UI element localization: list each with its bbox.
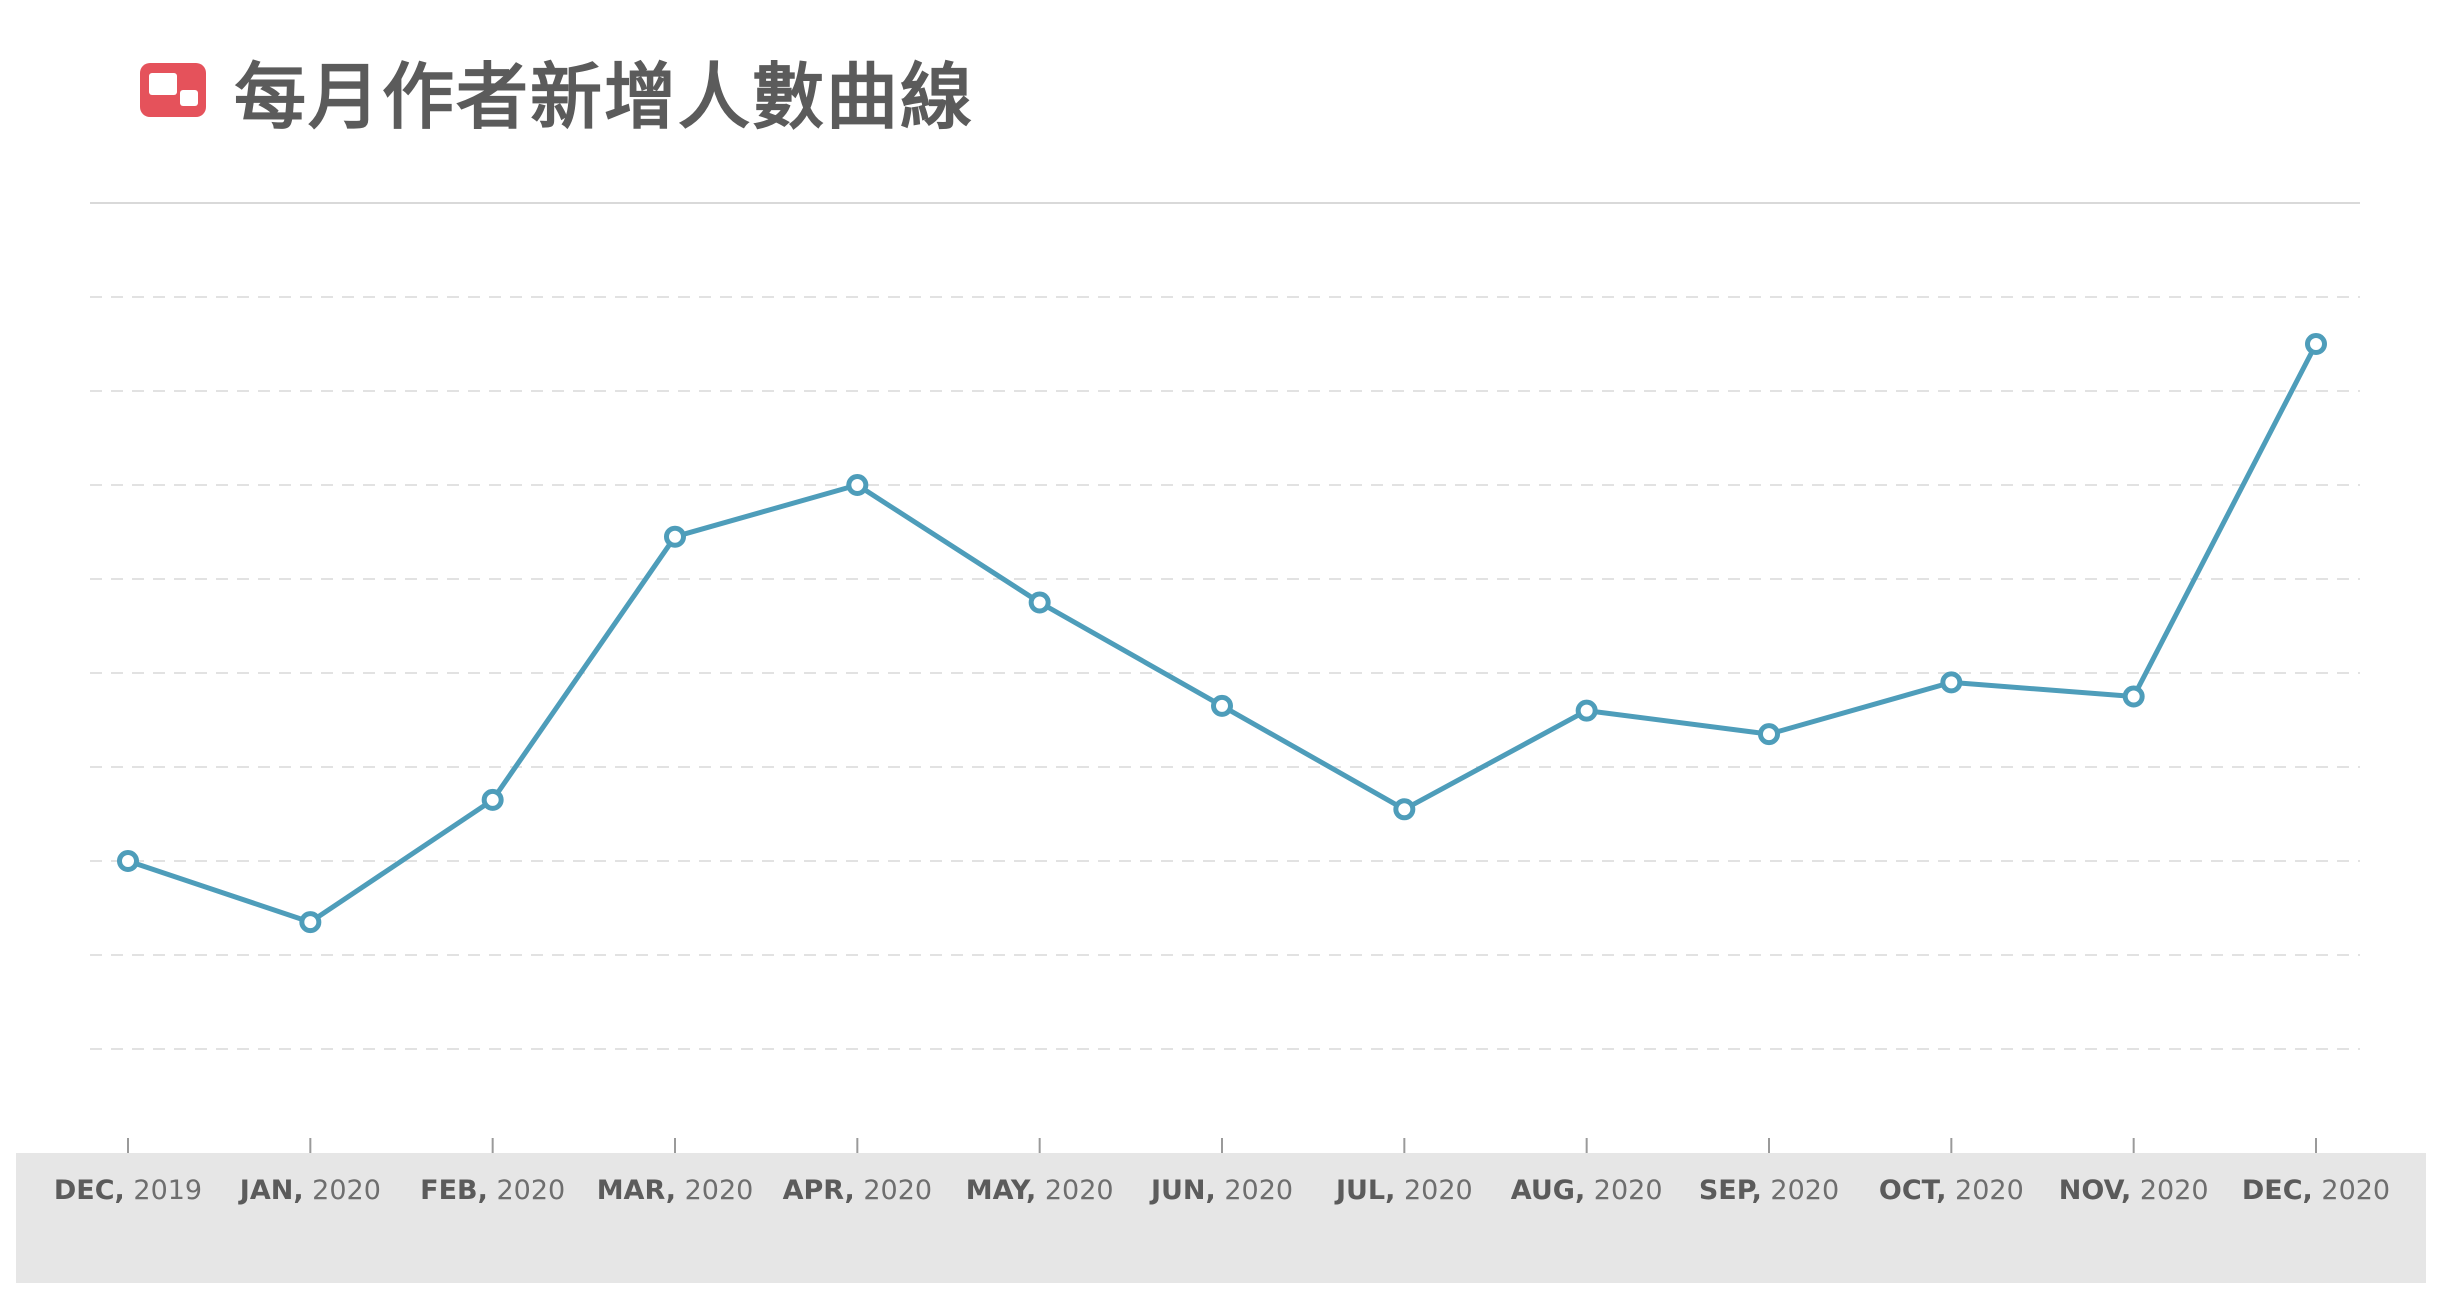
x-tick-year: 2020 xyxy=(1585,1175,1662,1206)
data-point xyxy=(2305,333,2327,355)
x-axis-ticks xyxy=(127,1138,2317,1153)
x-tick-year: 2020 xyxy=(855,1175,932,1206)
x-tick-year: 2020 xyxy=(1395,1175,1472,1206)
data-point xyxy=(664,525,686,548)
x-tick-month: NOV, xyxy=(2059,1175,2132,1206)
x-tick-month: FEB, xyxy=(420,1175,488,1206)
chart-header: 每月作者新增人數曲線 xyxy=(140,42,974,139)
x-tick-year: 2020 xyxy=(2313,1175,2390,1206)
chart-window-icon xyxy=(140,63,206,117)
x-tick-label: MAR, 2020 xyxy=(597,1175,754,1206)
series-line xyxy=(125,341,2319,925)
x-tick-label: DEC, 2019 xyxy=(54,1175,202,1206)
x-tick-year: 2020 xyxy=(1946,1175,2023,1206)
data-point xyxy=(2122,685,2145,708)
x-tick-month: SEP, xyxy=(1699,1175,1762,1206)
data-point xyxy=(299,911,322,934)
x-tick-month: APR, xyxy=(783,1175,855,1206)
data-point xyxy=(1028,591,1051,614)
x-tick-month: DEC, xyxy=(2242,1175,2313,1206)
x-tick-month: JAN, xyxy=(238,1175,304,1206)
x-tick-label: AUG, 2020 xyxy=(1511,1175,1663,1206)
x-tick-year: 2020 xyxy=(2131,1175,2208,1206)
x-tick-month: OCT, xyxy=(1879,1175,1947,1206)
x-tick-month: AUG, xyxy=(1511,1175,1585,1206)
x-tick-month: MAR, xyxy=(597,1175,676,1206)
data-point xyxy=(1575,699,1598,722)
x-tick-month: MAY, xyxy=(966,1175,1037,1206)
x-tick-label: MAY, 2020 xyxy=(966,1175,1114,1206)
x-tick-month: JUL, xyxy=(1334,1175,1395,1206)
x-tick-label: DEC, 2020 xyxy=(2242,1175,2390,1206)
x-tick-label: FEB, 2020 xyxy=(420,1175,565,1206)
x-axis-labels: DEC, 2019 JAN, 2020 FEB, 2020 MAR, 2020 APR,… xyxy=(54,1175,2390,1206)
x-tick-year: 2020 xyxy=(1216,1175,1293,1206)
x-tick-label: NOV, 2020 xyxy=(2059,1175,2209,1206)
x-axis-band xyxy=(16,1153,2426,1283)
x-tick-year: 2020 xyxy=(304,1175,381,1206)
x-tick-month: JUN, xyxy=(1149,1175,1216,1206)
x-tick-year: 2020 xyxy=(1036,1175,1113,1206)
x-tick-label: JUN, 2020 xyxy=(1149,1175,1293,1206)
x-tick-label: JUL, 2020 xyxy=(1334,1175,1473,1206)
data-points xyxy=(117,333,2327,934)
x-tick-label: JAN, 2020 xyxy=(238,1175,381,1206)
grid-lines xyxy=(90,202,2360,1050)
data-point xyxy=(1758,723,1780,746)
data-point xyxy=(846,474,869,496)
x-tick-year: 2020 xyxy=(676,1175,753,1206)
x-tick-month: DEC, xyxy=(54,1175,125,1206)
data-point xyxy=(1940,671,1963,694)
x-tick-label: APR, 2020 xyxy=(783,1175,933,1206)
chart-title: 每月作者新增人數曲線 xyxy=(234,54,975,139)
x-tick-year: 2019 xyxy=(125,1175,202,1206)
x-tick-year: 2020 xyxy=(488,1175,565,1206)
data-point xyxy=(117,850,139,872)
x-tick-label: OCT, 2020 xyxy=(1879,1175,2024,1206)
data-point xyxy=(1211,694,1233,717)
data-point xyxy=(1393,798,1416,821)
data-point xyxy=(481,788,504,811)
x-tick-year: 2020 xyxy=(1762,1175,1839,1206)
x-tick-label: SEP, 2020 xyxy=(1699,1175,1839,1206)
